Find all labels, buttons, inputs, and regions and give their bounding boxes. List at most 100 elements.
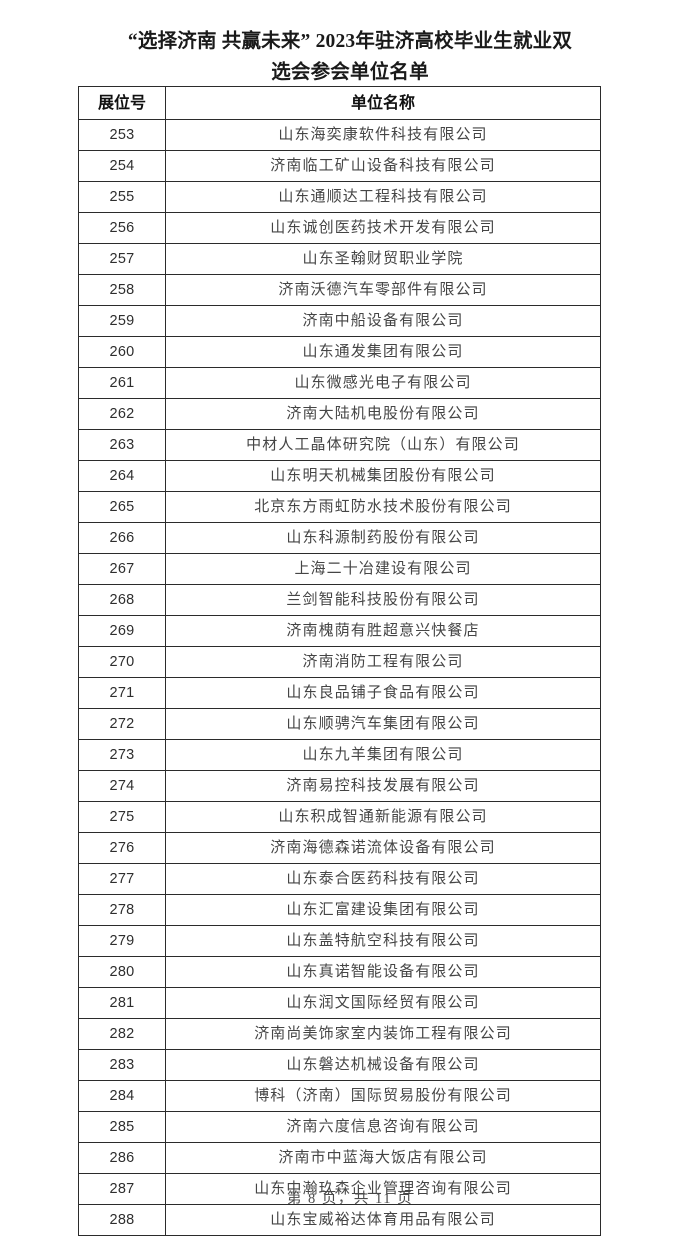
- cell-unit-name: 山东磐达机械设备有限公司: [165, 1049, 601, 1081]
- cell-unit-name: 山东通发集团有限公司: [165, 336, 601, 368]
- cell-unit-name: 山东明天机械集团股份有限公司: [165, 460, 601, 492]
- cell-unit-name: 山东宝威裕达体育用品有限公司: [165, 1204, 601, 1236]
- cell-booth-number: 273: [78, 739, 166, 771]
- table-row: 257 山东圣翰财贸职业学院: [78, 243, 601, 275]
- cell-unit-name: 山东通顺达工程科技有限公司: [165, 181, 601, 213]
- cell-unit-name: 山东顺骋汽车集团有限公司: [165, 708, 601, 740]
- table-row: 276 济南海德森诺流体设备有限公司: [78, 832, 601, 864]
- table-row: 270 济南消防工程有限公司: [78, 646, 601, 678]
- cell-booth-number: 254: [78, 150, 166, 182]
- cell-unit-name: 山东海奕康软件科技有限公司: [165, 119, 601, 151]
- table-row: 283 山东磐达机械设备有限公司: [78, 1049, 601, 1081]
- cell-booth-number: 282: [78, 1018, 166, 1050]
- cell-unit-name: 山东圣翰财贸职业学院: [165, 243, 601, 275]
- table-row: 258 济南沃德汽车零部件有限公司: [78, 274, 601, 306]
- cell-booth-number: 263: [78, 429, 166, 461]
- cell-booth-number: 253: [78, 119, 166, 151]
- cell-booth-number: 256: [78, 212, 166, 244]
- cell-booth-number: 277: [78, 863, 166, 895]
- cell-booth-number: 265: [78, 491, 166, 523]
- cell-unit-name: 山东盖特航空科技有限公司: [165, 925, 601, 957]
- column-header-booth: 展位号: [78, 86, 166, 120]
- table-row: 284 博科（济南）国际贸易股份有限公司: [78, 1080, 601, 1112]
- table-row: 279 山东盖特航空科技有限公司: [78, 925, 601, 957]
- table-row: 285 济南六度信息咨询有限公司: [78, 1111, 601, 1143]
- table-row: 281 山东润文国际经贸有限公司: [78, 987, 601, 1019]
- cell-unit-name: 兰剑智能科技股份有限公司: [165, 584, 601, 616]
- cell-unit-name: 山东润文国际经贸有限公司: [165, 987, 601, 1019]
- cell-booth-number: 269: [78, 615, 166, 647]
- cell-booth-number: 276: [78, 832, 166, 864]
- table-row: 261 山东微感光电子有限公司: [78, 367, 601, 399]
- page-title: “选择济南 共赢未来” 2023年驻济高校毕业生就业双 选会参会单位名单: [0, 0, 700, 88]
- cell-booth-number: 264: [78, 460, 166, 492]
- cell-unit-name: 山东真诺智能设备有限公司: [165, 956, 601, 988]
- cell-unit-name: 济南临工矿山设备科技有限公司: [165, 150, 601, 182]
- table-row: 282 济南尚美饰家室内装饰工程有限公司: [78, 1018, 601, 1050]
- table-row: 260 山东通发集团有限公司: [78, 336, 601, 368]
- cell-unit-name: 山东科源制药股份有限公司: [165, 522, 601, 554]
- cell-booth-number: 261: [78, 367, 166, 399]
- cell-unit-name: 山东泰合医药科技有限公司: [165, 863, 601, 895]
- cell-unit-name: 山东中瀚玖森企业管理咨询有限公司: [165, 1173, 601, 1205]
- cell-unit-name: 济南易控科技发展有限公司: [165, 770, 601, 802]
- cell-unit-name: 济南尚美饰家室内装饰工程有限公司: [165, 1018, 601, 1050]
- cell-booth-number: 278: [78, 894, 166, 926]
- cell-unit-name: 济南大陆机电股份有限公司: [165, 398, 601, 430]
- cell-booth-number: 283: [78, 1049, 166, 1081]
- cell-unit-name: 济南中船设备有限公司: [165, 305, 601, 337]
- cell-booth-number: 286: [78, 1142, 166, 1174]
- table-row: 256 山东诚创医药技术开发有限公司: [78, 212, 601, 244]
- table-row: 267 上海二十冶建设有限公司: [78, 553, 601, 585]
- table-row: 255 山东通顺达工程科技有限公司: [78, 181, 601, 213]
- table-row: 277 山东泰合医药科技有限公司: [78, 863, 601, 895]
- page-title-line-2: 选会参会单位名单: [271, 62, 429, 83]
- cell-booth-number: 258: [78, 274, 166, 306]
- page-footer: 第 8 页，共 11 页: [286, 1191, 414, 1207]
- cell-unit-name: 山东汇富建设集团有限公司: [165, 894, 601, 926]
- table-row: 278 山东汇富建设集团有限公司: [78, 894, 601, 926]
- cell-booth-number: 266: [78, 522, 166, 554]
- table-row: 274 济南易控科技发展有限公司: [78, 770, 601, 802]
- cell-unit-name: 济南海德森诺流体设备有限公司: [165, 832, 601, 864]
- cell-booth-number: 280: [78, 956, 166, 988]
- cell-booth-number: 260: [78, 336, 166, 368]
- table-row: 262 济南大陆机电股份有限公司: [78, 398, 601, 430]
- table-row: 286 济南市中蓝海大饭店有限公司: [78, 1142, 601, 1174]
- cell-unit-name: 上海二十冶建设有限公司: [165, 553, 601, 585]
- table-row: 253 山东海奕康软件科技有限公司: [78, 119, 601, 151]
- cell-unit-name: 山东积成智通新能源有限公司: [165, 801, 601, 833]
- table-row: 287 山东中瀚玖森企业管理咨询有限公司: [78, 1173, 601, 1205]
- cell-unit-name: 济南沃德汽车零部件有限公司: [165, 274, 601, 306]
- cell-unit-name: 济南槐荫有胜超意兴快餐店: [165, 615, 601, 647]
- table-row: 275 山东积成智通新能源有限公司: [78, 801, 601, 833]
- cell-unit-name: 济南消防工程有限公司: [165, 646, 601, 678]
- table-header: 展位号 单位名称: [78, 86, 601, 120]
- table-row: 273 山东九羊集团有限公司: [78, 739, 601, 771]
- cell-unit-name: 北京东方雨虹防水技术股份有限公司: [165, 491, 601, 523]
- table-row: 280 山东真诺智能设备有限公司: [78, 956, 601, 988]
- page-title-line-1: “选择济南 共赢未来” 2023年驻济高校毕业生就业双: [127, 31, 573, 52]
- cell-booth-number: 285: [78, 1111, 166, 1143]
- cell-booth-number: 268: [78, 584, 166, 616]
- cell-booth-number: 275: [78, 801, 166, 833]
- cell-unit-name: 山东良品铺子食品有限公司: [165, 677, 601, 709]
- table-row: 254 济南临工矿山设备科技有限公司: [78, 150, 601, 182]
- table-row: 265 北京东方雨虹防水技术股份有限公司: [78, 491, 601, 523]
- cell-booth-number: 262: [78, 398, 166, 430]
- cell-booth-number: 271: [78, 677, 166, 709]
- cell-booth-number: 281: [78, 987, 166, 1019]
- cell-booth-number: 288: [78, 1204, 166, 1236]
- table-row: 272 山东顺骋汽车集团有限公司: [78, 708, 601, 740]
- cell-booth-number: 284: [78, 1080, 166, 1112]
- table-row: 268 兰剑智能科技股份有限公司: [78, 584, 601, 616]
- cell-booth-number: 272: [78, 708, 166, 740]
- cell-booth-number: 274: [78, 770, 166, 802]
- cell-unit-name: 济南市中蓝海大饭店有限公司: [165, 1142, 601, 1174]
- column-header-name: 单位名称: [165, 86, 601, 120]
- table-row: 264 山东明天机械集团股份有限公司: [78, 460, 601, 492]
- cell-unit-name: 博科（济南）国际贸易股份有限公司: [165, 1080, 601, 1112]
- table-row: 269 济南槐荫有胜超意兴快餐店: [78, 615, 601, 647]
- cell-booth-number: 287: [78, 1173, 166, 1205]
